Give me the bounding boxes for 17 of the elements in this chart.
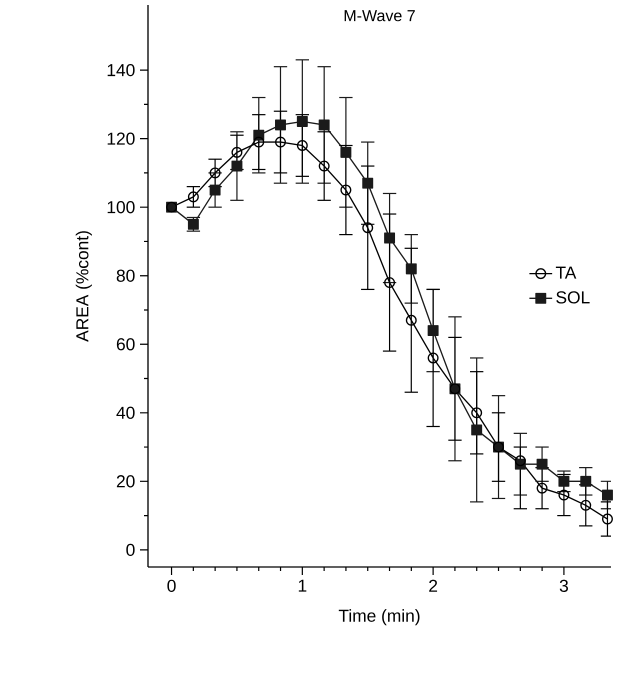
legend-label: SOL — [556, 291, 590, 304]
y-tick-label: 0 — [126, 544, 135, 556]
x-tick-label: 1 — [298, 580, 306, 592]
y-axis-title: AREA (%cont) — [76, 231, 92, 342]
chart-title: M-Wave 7 — [344, 10, 415, 22]
y-tick-label: 100 — [108, 201, 135, 214]
y-tick-label: 80 — [116, 270, 135, 282]
y-tick-label: 40 — [116, 406, 135, 419]
x-tick-label: 3 — [560, 580, 568, 592]
y-tick-label: 120 — [108, 132, 135, 145]
x-tick-label: 0 — [167, 580, 176, 592]
y-tick-label: 60 — [116, 338, 135, 350]
x-tick-label: 2 — [429, 580, 438, 592]
y-tick-label: 140 — [108, 64, 135, 76]
legend-label: TA — [556, 266, 576, 279]
x-axis-title: Time (min) — [338, 609, 420, 626]
y-tick-label: 20 — [116, 475, 135, 488]
